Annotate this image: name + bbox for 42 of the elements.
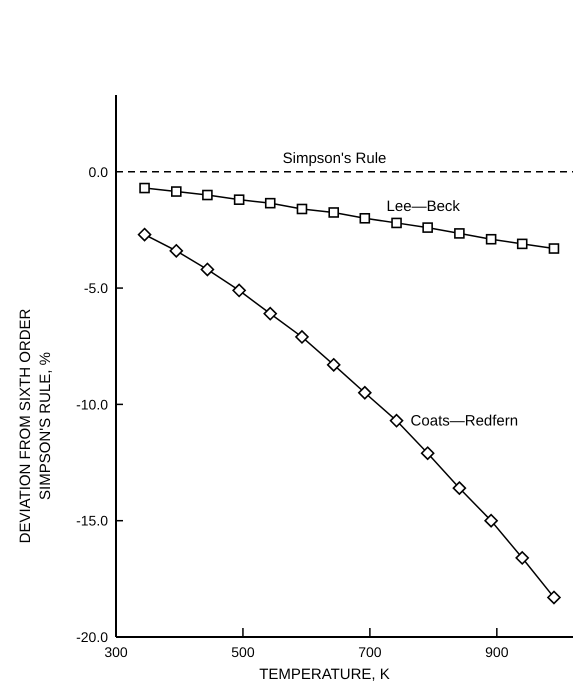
point — [264, 198, 276, 208]
point — [263, 306, 278, 320]
point — [420, 446, 434, 460]
x-tick-label: 900 — [485, 644, 509, 660]
x-tick-label: 500 — [231, 644, 255, 660]
point — [295, 330, 309, 344]
point — [484, 514, 498, 528]
point — [358, 386, 372, 400]
point — [516, 238, 528, 250]
point — [170, 244, 184, 258]
point — [486, 234, 496, 245]
point — [515, 551, 530, 565]
ref-line-label: Simpson's Rule — [282, 150, 386, 167]
point — [139, 182, 150, 194]
point — [391, 218, 402, 228]
y-tick-label: -5.0 — [84, 280, 108, 296]
y-tick-label: -10.0 — [76, 396, 108, 412]
point — [390, 414, 404, 428]
point — [547, 590, 561, 604]
point — [234, 194, 244, 205]
x-tick-label: 700 — [358, 644, 382, 660]
series-label: Coats—Redfern — [410, 412, 518, 430]
point — [326, 358, 341, 372]
point — [452, 481, 466, 495]
y-tick-label: -20.0 — [76, 629, 108, 645]
point — [171, 186, 182, 197]
point — [202, 190, 213, 200]
series-label: Lee—Beck — [386, 198, 460, 215]
point — [200, 262, 214, 276]
point — [328, 207, 340, 218]
point — [138, 228, 152, 242]
y-tick-label: -15.0 — [76, 512, 108, 529]
x-axis-title: TEMPERATURE, K — [259, 666, 390, 683]
point — [232, 284, 246, 298]
point — [296, 204, 308, 214]
y-tick-label: 0.0 — [88, 164, 108, 180]
point — [422, 222, 433, 233]
point — [454, 228, 465, 239]
point — [360, 212, 370, 224]
x-tick-label: 300 — [104, 644, 128, 660]
y-axis-title: DEVIATION FROM SIXTH ORDER SIMPSON'S RULE, % — [17, 308, 54, 544]
point — [548, 243, 560, 254]
